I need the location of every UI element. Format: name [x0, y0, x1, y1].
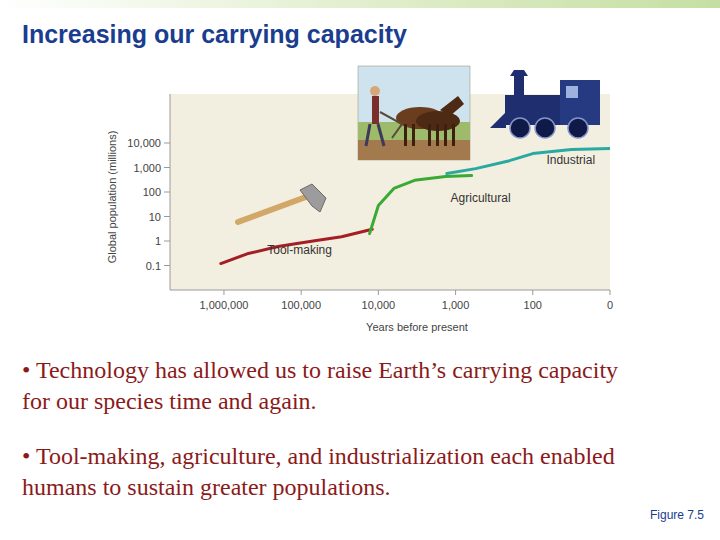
y-axis-title: Global population (millions) — [106, 131, 118, 264]
x-tick — [455, 290, 456, 295]
y-tick — [164, 241, 170, 242]
plot-background — [170, 94, 610, 290]
y-tick-label: 10 — [149, 211, 161, 223]
series-line — [221, 229, 372, 263]
train-image — [490, 70, 600, 138]
bullet-text: • Technology has allowed us to raise Ear… — [22, 355, 632, 417]
x-tick — [301, 290, 302, 295]
axe-image — [238, 184, 326, 222]
x-tick-label: 100 — [524, 299, 542, 311]
x-tick — [532, 290, 533, 295]
bullet-text: • Tool-making, agriculture, and industri… — [22, 441, 632, 503]
x-tick-label: 100,000 — [281, 299, 321, 311]
x-tick — [223, 290, 224, 295]
y-tick-label: 1 — [155, 235, 161, 247]
series-label: Tool-making — [267, 243, 332, 257]
figure-label: Figure 7.5 — [650, 508, 704, 522]
series-line — [447, 148, 610, 173]
icons — [238, 66, 600, 222]
x-tick-label: 10,000 — [362, 299, 396, 311]
series-label: Industrial — [546, 153, 595, 167]
x-axis-title: Years before present — [366, 321, 468, 333]
y-tick — [164, 265, 170, 266]
x-axis-line — [170, 290, 610, 291]
y-tick-label: 10,000 — [127, 137, 161, 149]
x-tick — [610, 290, 611, 295]
x-tick-label: 0 — [607, 299, 613, 311]
series-group — [221, 148, 610, 263]
y-tick — [164, 167, 170, 168]
y-tick-label: 0.1 — [146, 260, 161, 272]
y-tick-label: 100 — [143, 186, 161, 198]
y-tick-label: 1,000 — [133, 162, 161, 174]
x-tick-label: 1,000,000 — [199, 299, 248, 311]
x-tick-label: 1,000 — [442, 299, 470, 311]
top-band — [0, 0, 720, 8]
slide-title: Increasing our carrying capacity — [22, 20, 407, 49]
y-tick — [164, 216, 170, 217]
x-tick — [378, 290, 379, 295]
farmer-image — [358, 66, 470, 160]
y-tick — [164, 192, 170, 193]
y-tick — [164, 143, 170, 144]
series-label: Agricultural — [451, 191, 511, 205]
